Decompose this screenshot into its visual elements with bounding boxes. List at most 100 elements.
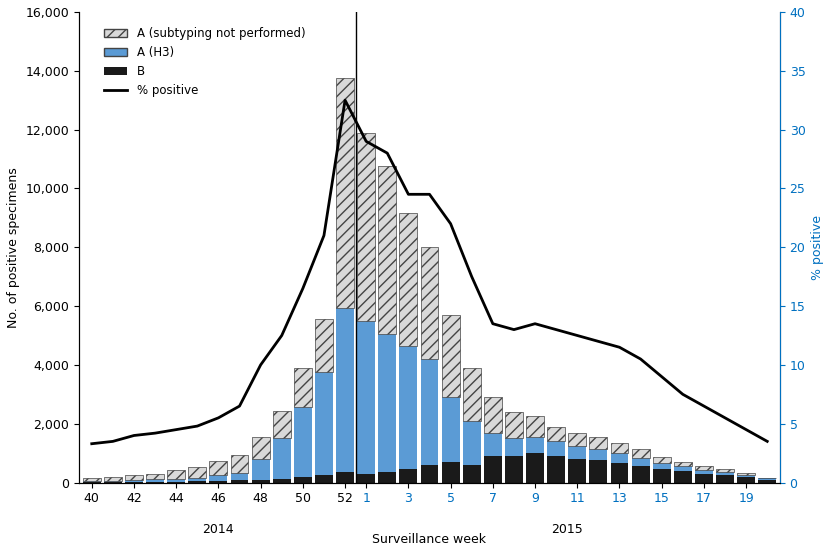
Bar (336, 307, 354, 472)
Bar (652, 469, 671, 483)
Bar (209, 461, 228, 476)
Bar (737, 475, 755, 477)
Bar (547, 427, 565, 441)
Bar (315, 475, 333, 483)
Bar (611, 443, 628, 453)
Bar (357, 133, 375, 321)
Bar (611, 463, 628, 483)
Bar (632, 450, 650, 458)
Bar (441, 397, 460, 462)
Bar (505, 456, 523, 483)
Bar (589, 437, 607, 448)
Bar (632, 458, 650, 466)
Bar (737, 473, 755, 475)
Bar (674, 462, 691, 466)
Bar (336, 472, 354, 483)
Bar (674, 471, 691, 483)
Bar (716, 469, 734, 472)
Bar (273, 411, 291, 437)
Bar (526, 437, 544, 453)
Bar (125, 475, 143, 480)
Bar (294, 406, 312, 477)
Bar (632, 466, 650, 483)
Bar (336, 78, 354, 307)
Bar (146, 482, 164, 483)
Bar (695, 470, 713, 474)
Bar (526, 453, 544, 483)
Bar (83, 478, 101, 481)
Bar (230, 473, 248, 480)
Bar (273, 479, 291, 483)
Legend: A (subtyping not performed), A (H3), B, % positive: A (subtyping not performed), A (H3), B, … (99, 23, 310, 102)
Bar (189, 478, 206, 481)
Bar (167, 482, 185, 483)
Bar (758, 479, 776, 483)
Bar (357, 474, 375, 483)
Bar (674, 466, 691, 471)
Bar (252, 479, 269, 483)
Bar (315, 319, 333, 372)
Bar (441, 315, 460, 397)
Y-axis label: No. of positive specimens: No. of positive specimens (7, 167, 20, 327)
Bar (230, 455, 248, 473)
Bar (146, 473, 164, 479)
Bar (420, 359, 439, 465)
Text: 2014: 2014 (203, 523, 234, 535)
Bar (209, 481, 228, 483)
Bar (83, 481, 101, 482)
Bar (652, 457, 671, 463)
Bar (420, 247, 439, 359)
Bar (547, 441, 565, 456)
Bar (209, 476, 228, 481)
Bar (315, 372, 333, 475)
Bar (568, 459, 586, 483)
Bar (441, 462, 460, 483)
Bar (125, 482, 143, 483)
Bar (400, 213, 417, 346)
Bar (526, 416, 544, 437)
Bar (589, 461, 607, 483)
Bar (167, 471, 185, 479)
Bar (589, 448, 607, 461)
Bar (104, 481, 122, 482)
Bar (189, 467, 206, 478)
Bar (378, 472, 396, 483)
Bar (568, 432, 586, 446)
Bar (273, 437, 291, 479)
Bar (463, 368, 480, 421)
Bar (547, 456, 565, 483)
Bar (568, 446, 586, 459)
Bar (420, 465, 439, 483)
Bar (716, 475, 734, 483)
Bar (252, 459, 269, 479)
Y-axis label: % positive: % positive (811, 215, 824, 280)
Bar (505, 439, 523, 456)
Bar (758, 478, 776, 479)
Bar (652, 463, 671, 469)
Bar (400, 346, 417, 469)
Bar (104, 477, 122, 481)
Bar (125, 480, 143, 482)
Bar (737, 477, 755, 483)
Bar (189, 481, 206, 483)
Bar (167, 479, 185, 482)
Bar (294, 368, 312, 406)
Bar (378, 166, 396, 334)
Bar (611, 453, 628, 463)
Bar (716, 472, 734, 475)
Bar (695, 466, 713, 470)
Bar (463, 465, 480, 483)
Bar (294, 477, 312, 483)
Bar (484, 397, 502, 432)
Bar (252, 437, 269, 459)
Bar (695, 474, 713, 483)
Bar (146, 479, 164, 482)
Bar (463, 421, 480, 465)
Bar (505, 412, 523, 439)
Text: 2015: 2015 (551, 523, 583, 535)
Bar (230, 480, 248, 483)
Bar (484, 456, 502, 483)
Bar (484, 432, 502, 456)
Bar (400, 469, 417, 483)
Bar (357, 321, 375, 474)
